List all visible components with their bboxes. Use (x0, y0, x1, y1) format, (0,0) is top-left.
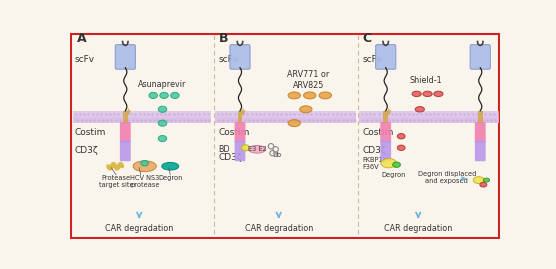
Ellipse shape (171, 92, 179, 98)
Text: Asunaprevir: Asunaprevir (138, 80, 187, 89)
Ellipse shape (483, 178, 489, 182)
Ellipse shape (473, 177, 484, 183)
FancyBboxPatch shape (215, 111, 356, 117)
Text: CAR degradation: CAR degradation (384, 224, 453, 233)
Text: E3 E2: E3 E2 (247, 146, 266, 152)
Ellipse shape (141, 161, 148, 166)
FancyBboxPatch shape (71, 34, 499, 238)
Ellipse shape (149, 92, 157, 98)
Text: ARV771 or
ARV825: ARV771 or ARV825 (287, 70, 329, 90)
Ellipse shape (412, 91, 421, 97)
FancyBboxPatch shape (123, 111, 128, 123)
FancyBboxPatch shape (235, 140, 245, 161)
FancyBboxPatch shape (235, 122, 245, 143)
Text: C: C (363, 31, 371, 45)
Text: B: B (219, 31, 229, 45)
Ellipse shape (434, 91, 443, 97)
Text: BD: BD (219, 145, 230, 154)
Ellipse shape (133, 161, 156, 172)
Ellipse shape (288, 92, 300, 99)
Ellipse shape (300, 106, 312, 113)
FancyBboxPatch shape (478, 111, 483, 123)
Text: CAR degradation: CAR degradation (105, 224, 173, 233)
Text: FKBP12
F36V: FKBP12 F36V (363, 157, 388, 170)
FancyBboxPatch shape (237, 111, 242, 123)
Text: Shield-1: Shield-1 (410, 76, 443, 84)
Text: CD3ζ: CD3ζ (219, 153, 242, 162)
Ellipse shape (319, 92, 331, 99)
FancyBboxPatch shape (470, 45, 490, 69)
Ellipse shape (249, 146, 266, 153)
FancyBboxPatch shape (475, 122, 486, 143)
Text: scFv: scFv (219, 55, 239, 65)
Ellipse shape (398, 133, 405, 139)
Text: Costim: Costim (363, 128, 394, 137)
Text: CAR degradation: CAR degradation (245, 224, 313, 233)
Text: scFv: scFv (363, 55, 383, 65)
Ellipse shape (288, 120, 300, 127)
Text: Degron: Degron (158, 175, 182, 182)
Text: Ub: Ub (272, 153, 282, 158)
Ellipse shape (381, 158, 396, 168)
FancyBboxPatch shape (380, 122, 391, 143)
Ellipse shape (158, 136, 167, 141)
Ellipse shape (415, 107, 424, 112)
FancyBboxPatch shape (380, 140, 391, 161)
FancyBboxPatch shape (376, 45, 396, 69)
FancyBboxPatch shape (215, 117, 356, 123)
FancyBboxPatch shape (230, 45, 250, 69)
Text: CD3ζ: CD3ζ (75, 146, 98, 155)
FancyBboxPatch shape (475, 140, 486, 161)
Ellipse shape (393, 162, 400, 167)
Ellipse shape (158, 120, 167, 126)
FancyBboxPatch shape (73, 111, 211, 117)
Ellipse shape (480, 182, 487, 187)
FancyBboxPatch shape (115, 45, 135, 69)
Ellipse shape (398, 145, 405, 150)
Text: HCV NS3
protease: HCV NS3 protease (130, 175, 160, 189)
Ellipse shape (241, 145, 249, 151)
Text: A: A (77, 31, 86, 45)
Ellipse shape (160, 92, 168, 98)
Text: scFv: scFv (75, 55, 95, 65)
FancyBboxPatch shape (73, 117, 211, 123)
Ellipse shape (304, 92, 316, 99)
Text: Costim: Costim (219, 128, 250, 137)
Ellipse shape (158, 106, 167, 112)
Text: Degron: Degron (381, 172, 406, 178)
Text: Degron displaced
and exposed: Degron displaced and exposed (418, 171, 476, 183)
FancyBboxPatch shape (120, 122, 131, 143)
Ellipse shape (162, 162, 179, 170)
Ellipse shape (423, 91, 432, 97)
Text: Costim: Costim (75, 128, 106, 137)
Text: Protease
target site: Protease target site (98, 175, 133, 189)
FancyBboxPatch shape (359, 117, 499, 123)
FancyBboxPatch shape (359, 111, 499, 117)
Text: CD3ζ: CD3ζ (363, 146, 386, 155)
FancyBboxPatch shape (120, 140, 131, 161)
FancyBboxPatch shape (384, 111, 388, 123)
